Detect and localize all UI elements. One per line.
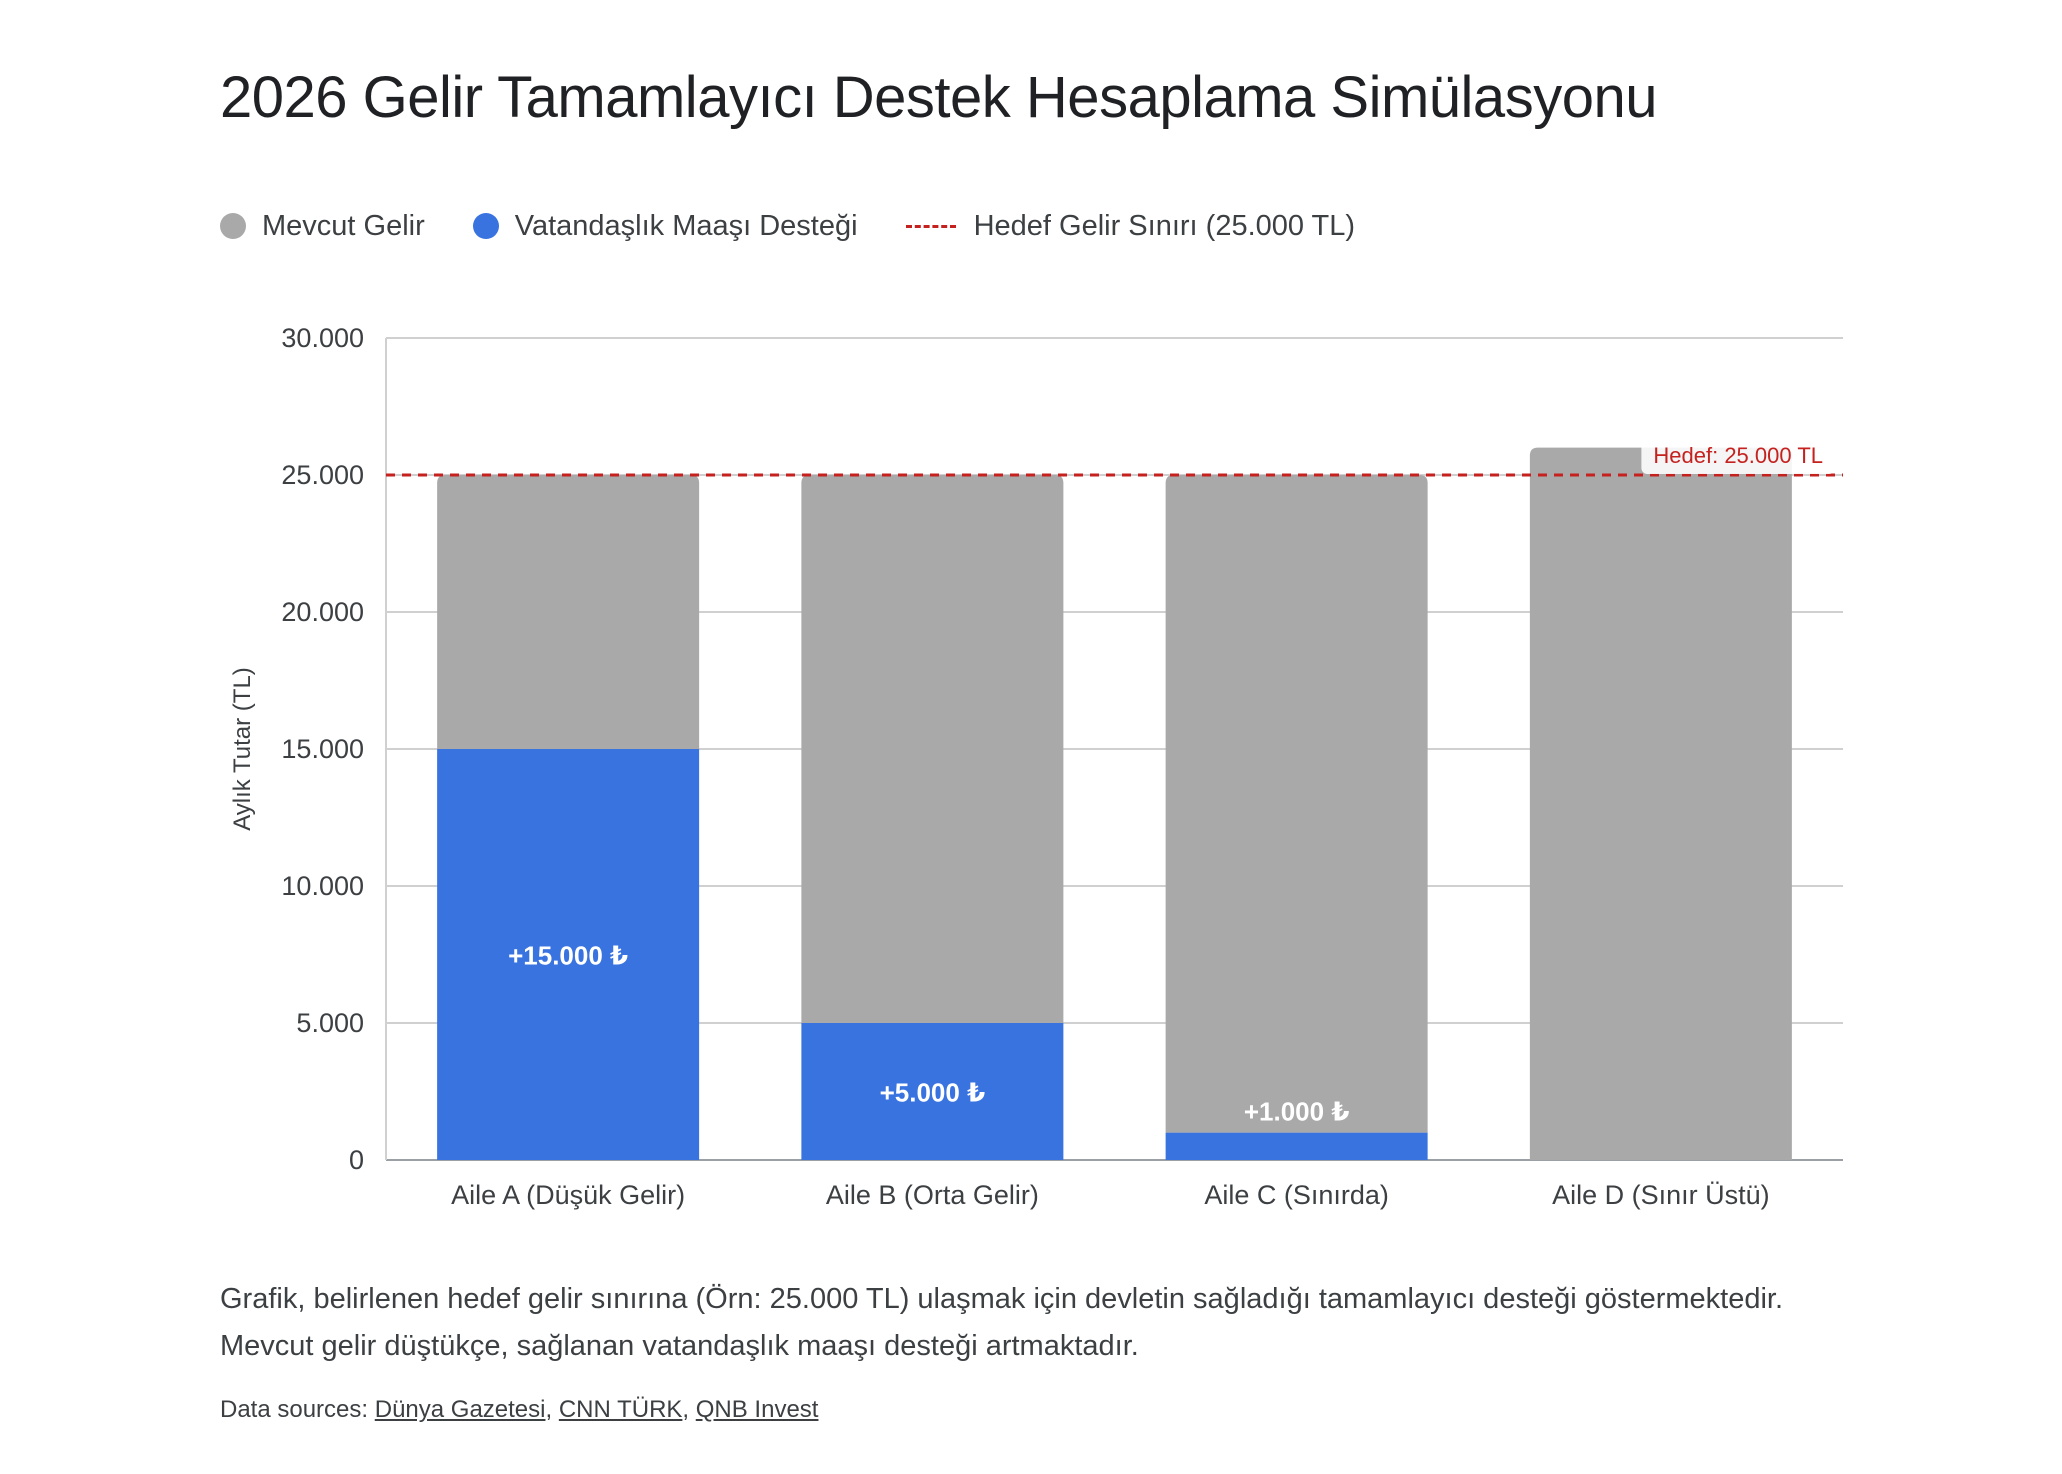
legend-swatch-vatandaslik-maasi — [472, 213, 499, 239]
legend-label: Hedef Gelir Sınırı (25.000 TL) — [973, 209, 1356, 242]
x-tick-label: Aile C (Sınırda) — [1204, 1180, 1389, 1210]
bar-segment-mevcut-gelir — [1165, 475, 1428, 1133]
y-tick-label: 20.000 — [281, 597, 364, 627]
x-tick-label: Aile D (Sınır Üstü) — [1552, 1180, 1770, 1210]
y-tick-label: 30.000 — [281, 323, 364, 353]
legend-item-vatandaslik-maasi: Vatandaşlık Maaşı Desteği — [472, 209, 858, 243]
legend-swatch-hedef-gelir — [905, 224, 956, 228]
legend-item-mevcut-gelir: Mevcut Gelir — [220, 210, 425, 243]
legend: Mevcut Gelir Vatandaşlık Maaşı Desteği H… — [220, 204, 1355, 248]
y-tick-label: 0 — [349, 1145, 364, 1175]
legend-swatch-mevcut-gelir — [220, 213, 246, 239]
bar-segment-mevcut-gelir — [437, 475, 700, 749]
bar-segment-mevcut-gelir — [801, 475, 1064, 1023]
bar-data-label: +1.000 ₺ — [1244, 1097, 1350, 1127]
target-reference-label: Hedef: 25.000 TL — [1653, 443, 1823, 468]
y-tick-label: 10.000 — [281, 871, 364, 901]
legend-label: Mevcut Gelir — [262, 209, 425, 242]
y-axis-title: Aylık Tutar (TL) — [229, 667, 256, 831]
target-reference-label-background — [1641, 437, 1835, 474]
bar-data-label: +5.000 ₺ — [880, 1078, 986, 1108]
legend-label: Vatandaşlık Maaşı Desteği — [514, 209, 858, 242]
y-tick-label: 15.000 — [281, 734, 364, 764]
x-tick-label: Aile A (Düşük Gelir) — [451, 1180, 685, 1210]
source-link-qnb-invest[interactable]: QNB Invest — [695, 1396, 819, 1423]
bar-data-label: +15.000 ₺ — [508, 941, 628, 971]
chart-title: 2026 Gelir Tamamlayıcı Destek Hesaplama … — [220, 65, 1657, 130]
y-tick-label: 25.000 — [281, 460, 364, 490]
data-sources: Data sources: Dünya Gazetesi, CNN TÜRK, … — [220, 1396, 819, 1423]
stacked-bar-chart: 0 5.000 10.000 15.000 20.000 25.000 30.000 Aylı… — [229, 323, 1843, 1210]
y-tick-label: 5.000 — [296, 1008, 364, 1038]
bar-segment-vatandaslik-maasi — [437, 749, 700, 1160]
x-tick-label: Aile B (Orta Gelir) — [826, 1180, 1039, 1210]
source-link-cnn-turk[interactable]: CNN TÜRK — [558, 1396, 683, 1423]
legend-item-hedef-gelir: Hedef Gelir Sınırı (25.000 TL) — [905, 209, 1356, 243]
bar-segment-mevcut-gelir — [1529, 447, 1792, 1161]
bar-segment-vatandaslik-maasi — [801, 1023, 1064, 1160]
chart-footnote: Grafik, belirlenen hedef gelir sınırına … — [220, 1283, 1784, 1362]
source-link-dunya-gazetesi[interactable]: Dünya Gazetesi — [374, 1396, 546, 1423]
bar-segment-vatandaslik-maasi — [1165, 1132, 1428, 1160]
sources-prefix: Data sources: — [220, 1396, 375, 1423]
